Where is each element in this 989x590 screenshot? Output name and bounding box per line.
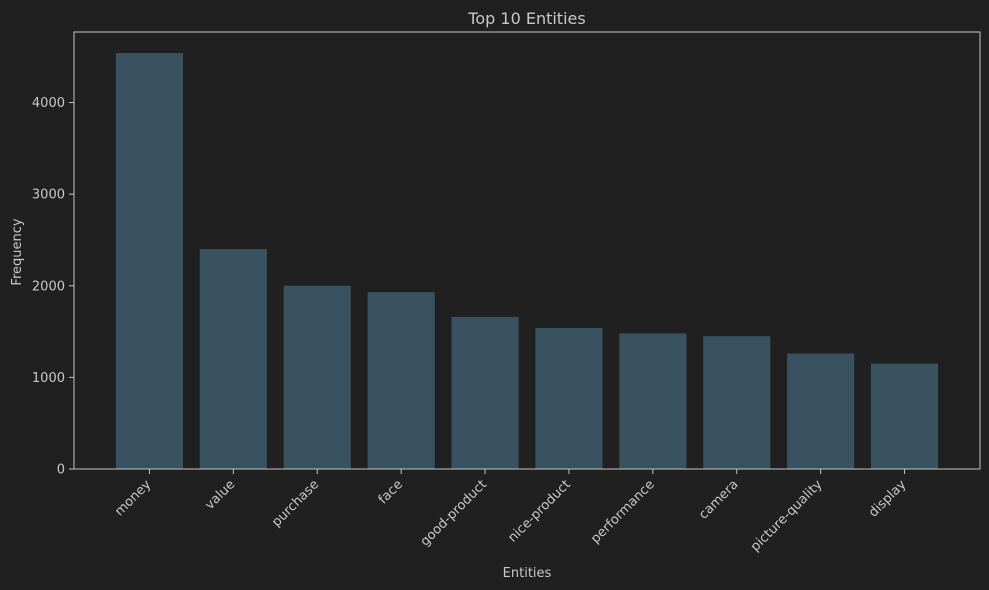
y-tick-label: 3000 [32, 188, 65, 203]
bars-group [115, 53, 939, 469]
plot-frame [73, 31, 981, 470]
bar-purchase [283, 285, 351, 469]
y-tick-label: 4000 [32, 96, 65, 111]
bar-value [199, 249, 267, 469]
y-tick-label: 2000 [32, 279, 65, 294]
bar-display [870, 363, 939, 469]
y-axis-ticks: 0 1000 2000 3000 4000 [32, 96, 74, 478]
bar-nice-product [535, 327, 603, 469]
y-tick-label: 1000 [32, 371, 65, 386]
bar-performance [619, 333, 687, 469]
y-tick-label: 0 [57, 463, 65, 478]
bar-money [115, 53, 184, 469]
chart-title: Top 10 Entities [467, 9, 585, 28]
bar-picture-quality [787, 353, 855, 469]
bar-face [367, 292, 435, 469]
y-axis-label: Frequency [10, 218, 25, 285]
x-axis-label: Entities [503, 566, 552, 581]
bar-good-product [451, 316, 519, 469]
bar-camera [703, 336, 771, 469]
